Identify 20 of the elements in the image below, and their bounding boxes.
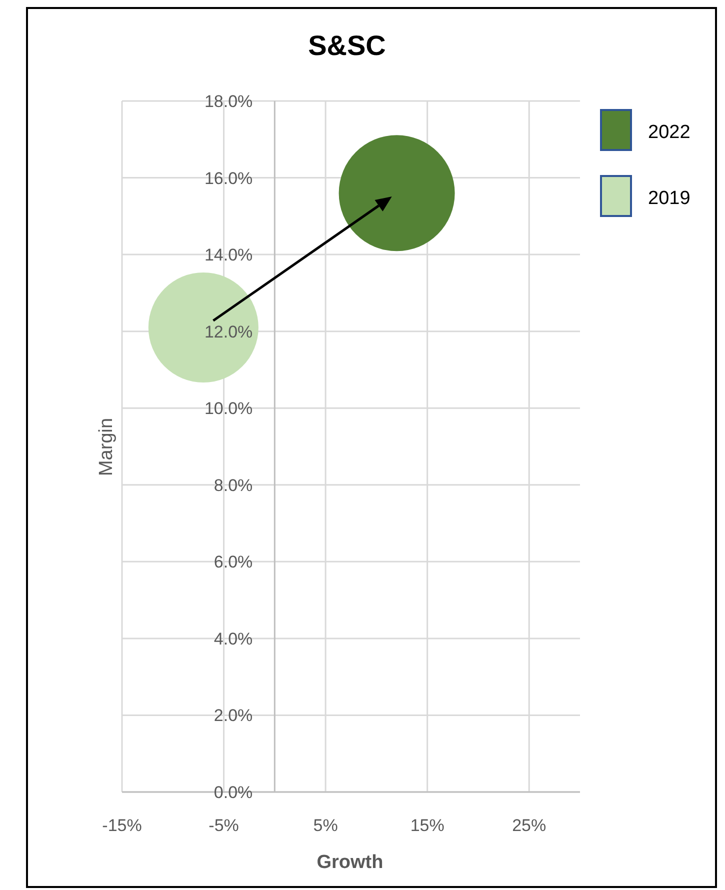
x-tick-label: 5% — [313, 816, 338, 835]
legend-label: 2022 — [648, 122, 690, 143]
legend-label: 2019 — [648, 188, 690, 209]
x-axis-title: Growth — [316, 852, 384, 873]
x-tick-label: -5% — [208, 816, 239, 835]
y-tick-label: 0.0% — [214, 783, 253, 802]
y-tick-label: 2.0% — [214, 706, 253, 726]
y-tick-label: 4.0% — [214, 629, 253, 648]
x-tick-label: 15% — [410, 816, 444, 835]
y-tick-label: 8.0% — [214, 476, 253, 495]
x-tick-label: 25% — [512, 816, 546, 835]
y-tick-label: 14.0% — [204, 246, 253, 265]
y-tick-label: 10.0% — [204, 399, 253, 418]
chart-title: S&SC — [308, 30, 386, 61]
y-axis-title: Margin — [96, 418, 117, 476]
y-tick-label: 16.0% — [204, 168, 253, 188]
x-tick-label: -15% — [102, 816, 142, 835]
y-tick-label: 6.0% — [214, 552, 253, 572]
y-tick-label: 18.0% — [204, 92, 253, 111]
y-tick-label: 12.0% — [204, 322, 253, 342]
